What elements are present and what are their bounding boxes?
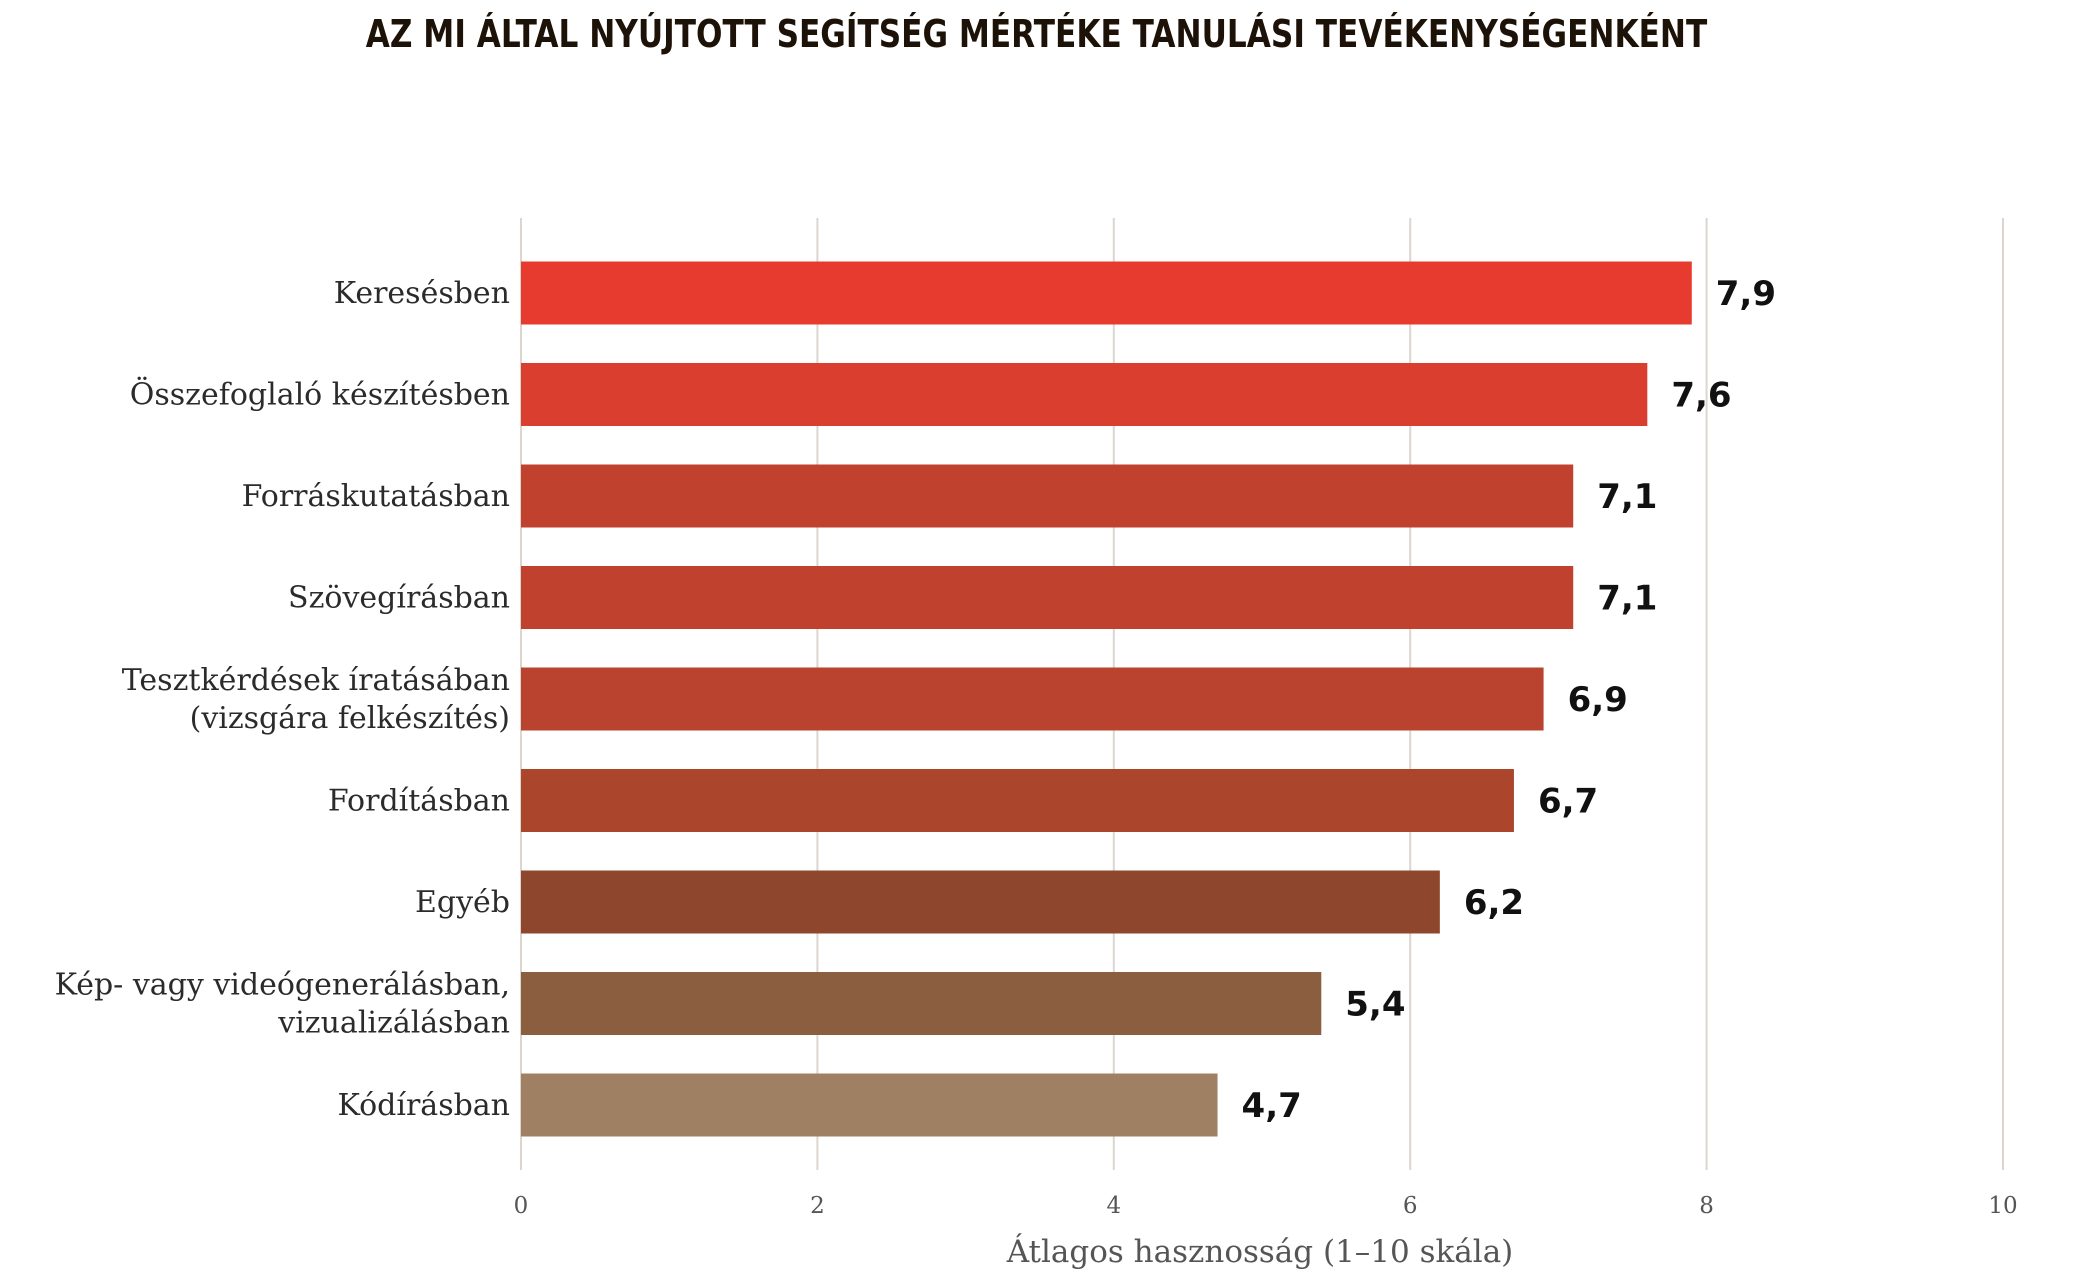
x-tick-label: 10 [1988,1193,2017,1219]
bar [521,261,1692,325]
x-tick-label: 2 [810,1193,825,1219]
bar [521,1073,1218,1137]
value-label: 7,6 [1671,376,1731,416]
value-label: 4,7 [1242,1086,1302,1126]
category-label: Szövegírásban [288,581,510,616]
category-label-line: vizualizálásban [277,1006,510,1041]
value-label: 6,2 [1464,883,1524,923]
category-label: Forráskutatásban [242,479,510,514]
value-label: 6,7 [1538,782,1598,822]
category-label: Egyéb [415,885,510,920]
x-tick-label: 6 [1403,1193,1418,1219]
bars [521,261,1692,1137]
category-label-line: Fordításban [328,784,510,819]
bar [521,667,1544,731]
bar [521,769,1514,832]
value-label: 5,4 [1345,985,1405,1025]
bar [521,566,1574,629]
category-label: Kép- vagy videógenerálásban, vizualizálás… [55,968,510,1041]
bar [521,464,1574,528]
x-axis-title: Átlagos hasznosság (1–10 skála) [1006,1232,1514,1269]
category-labels: Keresésben Összefoglaló készítésben Forrás… [55,276,510,1123]
bar [521,870,1440,934]
value-label: 6,9 [1568,680,1628,720]
bar [521,363,1648,426]
category-label-line: Egyéb [415,885,510,920]
x-tick-labels: 0 2 4 6 8 10 [514,1193,2018,1219]
category-label-line: Forráskutatásban [242,479,510,514]
x-tick-label: 8 [1699,1193,1714,1219]
category-label-line: Összefoglaló készítésben [130,377,510,413]
chart-title: AZ MI ÁLTAL NYÚJTOTT SEGÍTSÉG MÉRTÉKE TA… [365,12,1708,56]
category-label-line: Keresésben [334,276,510,311]
category-label-line: Tesztkérdések íratásában [122,663,510,698]
category-label: Fordításban [328,784,510,819]
value-labels: 7,9 7,6 7,1 7,1 6,9 6,7 6,2 5,4 4,7 [1242,274,1776,1126]
category-label: Tesztkérdések íratásában (vizsgára felkés… [122,663,510,736]
category-label: Keresésben [334,276,510,311]
value-label: 7,1 [1597,477,1657,517]
x-tick-label: 4 [1106,1193,1121,1219]
category-label: Összefoglaló készítésben [130,377,510,413]
value-label: 7,9 [1716,274,1776,314]
value-label: 7,1 [1597,579,1657,619]
x-tick-label: 0 [514,1193,529,1219]
category-label: Kódírásban [338,1088,511,1123]
category-label-line: Kép- vagy videógenerálásban, [55,968,510,1003]
bar [521,972,1322,1035]
category-label-line: Szövegírásban [288,581,510,616]
category-label-line: Kódírásban [338,1088,511,1123]
category-label-line: (vizsgára felkészítés) [190,701,510,736]
